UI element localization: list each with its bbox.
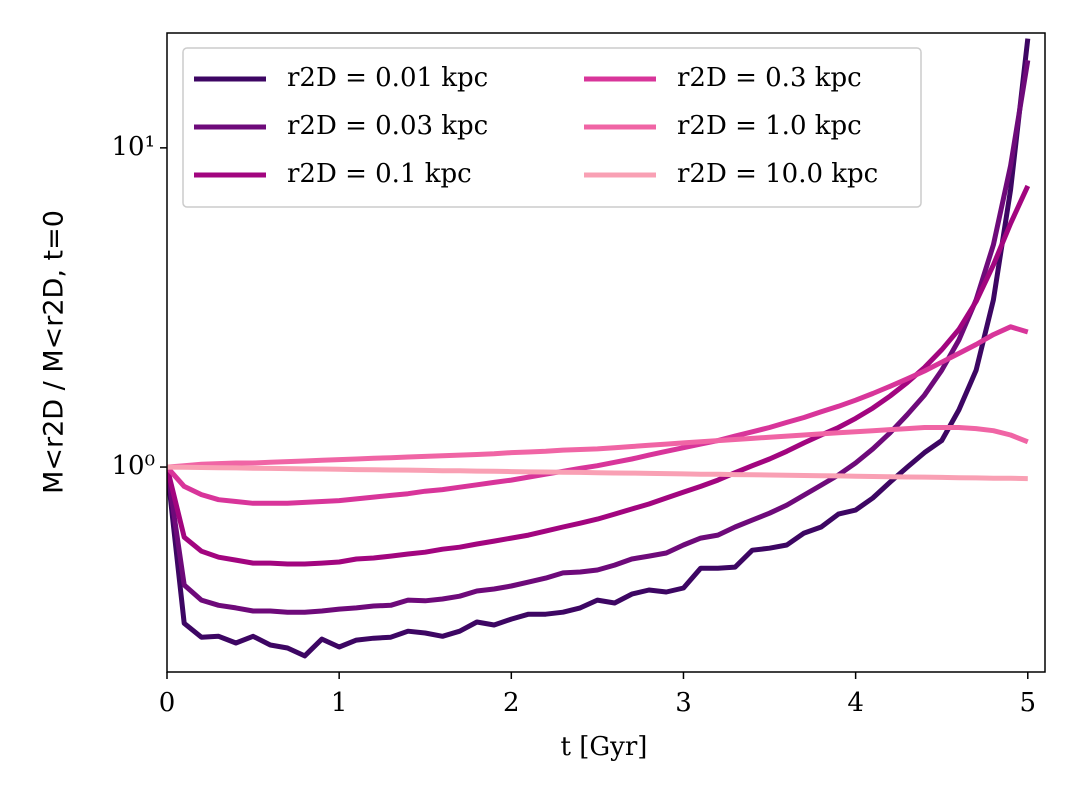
legend-label: r2D = 0.03 kpc xyxy=(287,111,488,141)
data-line xyxy=(167,324,1029,506)
x-axis-label: t [Gyr] xyxy=(561,732,648,762)
x-tick-label: 4 xyxy=(847,688,864,718)
x-tick-label: 2 xyxy=(503,688,520,718)
y-tick-label: 10⁰ xyxy=(111,451,155,481)
legend-label: r2D = 10.0 kpc xyxy=(677,159,878,189)
x-tick-label: 3 xyxy=(675,688,692,718)
data-line xyxy=(167,59,1031,615)
data-line xyxy=(167,184,1031,567)
legend-label: r2D = 1.0 kpc xyxy=(677,111,862,141)
y-axis-label: M<r2D / M<r2D, t=0 xyxy=(39,210,70,494)
x-tick-label: 5 xyxy=(1020,688,1037,718)
y-tick-label: 10¹ xyxy=(111,132,155,162)
legend-box xyxy=(182,47,922,208)
data-line xyxy=(167,464,1028,482)
legend-label: r2D = 0.3 kpc xyxy=(677,63,862,93)
data-line xyxy=(167,425,1029,470)
legend-label: r2D = 0.1 kpc xyxy=(287,159,472,189)
legend-label: r2D = 0.01 kpc xyxy=(287,63,488,93)
plot-frame xyxy=(166,32,1046,673)
x-tick-label: 0 xyxy=(159,688,176,718)
x-tick-label: 1 xyxy=(331,688,348,718)
data-line xyxy=(167,38,1031,659)
